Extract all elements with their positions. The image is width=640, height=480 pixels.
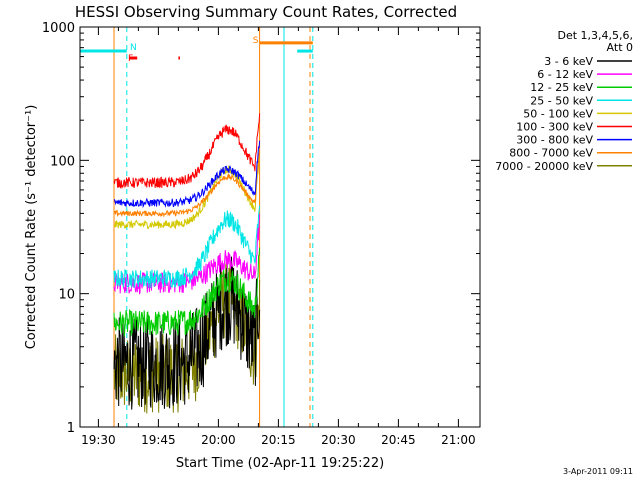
legend-label: 50 - 100 keV bbox=[523, 107, 593, 120]
x-tick-label: 19:30 bbox=[81, 433, 116, 447]
axes: 19:30 19:45 20:00 20:15 20:30 20:45 21:00 1 10 10… bbox=[42, 21, 480, 447]
y-tick-label: 10 bbox=[58, 288, 75, 303]
legend-label: 800 - 7000 keV bbox=[509, 147, 593, 160]
series-line-2 bbox=[113, 247, 261, 337]
y-axis-label: Corrected Count Rate (s⁻¹ detector⁻¹) bbox=[24, 105, 39, 350]
legend-label: 100 - 300 keV bbox=[516, 121, 593, 134]
series-line-6 bbox=[113, 140, 261, 209]
x-tick-label: 20:00 bbox=[201, 433, 236, 447]
x-tick-label: 20:45 bbox=[381, 433, 416, 447]
plot-area: NF S bbox=[80, 27, 314, 427]
plot-frame bbox=[79, 26, 481, 428]
legend-label: 6 - 12 keV bbox=[537, 68, 593, 81]
legend-label: 300 - 800 keV bbox=[516, 134, 593, 147]
chart-title: HESSI Observing Summary Count Rates, Cor… bbox=[75, 3, 457, 21]
footer-date: 3-Apr-2011 09:11 bbox=[563, 467, 633, 476]
y-tick-label: 1 bbox=[67, 421, 75, 436]
y-tick-label: 1000 bbox=[42, 21, 75, 36]
x-axis-label: Start Time (02-Apr-11 19:25:22) bbox=[176, 456, 384, 471]
annotation-s: S bbox=[253, 36, 259, 46]
legend-label: 3 - 6 keV bbox=[544, 55, 593, 68]
legend-header-attenuator: Att 0 bbox=[607, 41, 633, 54]
x-tick-label: 21:00 bbox=[441, 433, 476, 447]
series-line-4 bbox=[113, 157, 261, 230]
annotation-n: N bbox=[130, 43, 137, 53]
legend-label: 25 - 50 keV bbox=[530, 94, 593, 107]
x-tick-label: 19:45 bbox=[141, 433, 176, 447]
x-tick-label: 20:15 bbox=[261, 433, 296, 447]
legend-header-detectors: Det 1,3,4,5,6, bbox=[557, 29, 633, 42]
series-line-3 bbox=[113, 205, 261, 288]
x-tick-label: 20:30 bbox=[321, 433, 356, 447]
annotation-f: F bbox=[128, 54, 133, 64]
legend-label: 12 - 25 keV bbox=[530, 81, 593, 94]
y-tick-label: 100 bbox=[50, 154, 75, 169]
legend-label: 7000 - 20000 keV bbox=[495, 160, 593, 173]
series-line-7 bbox=[113, 149, 261, 218]
series-line-5 bbox=[113, 113, 261, 190]
